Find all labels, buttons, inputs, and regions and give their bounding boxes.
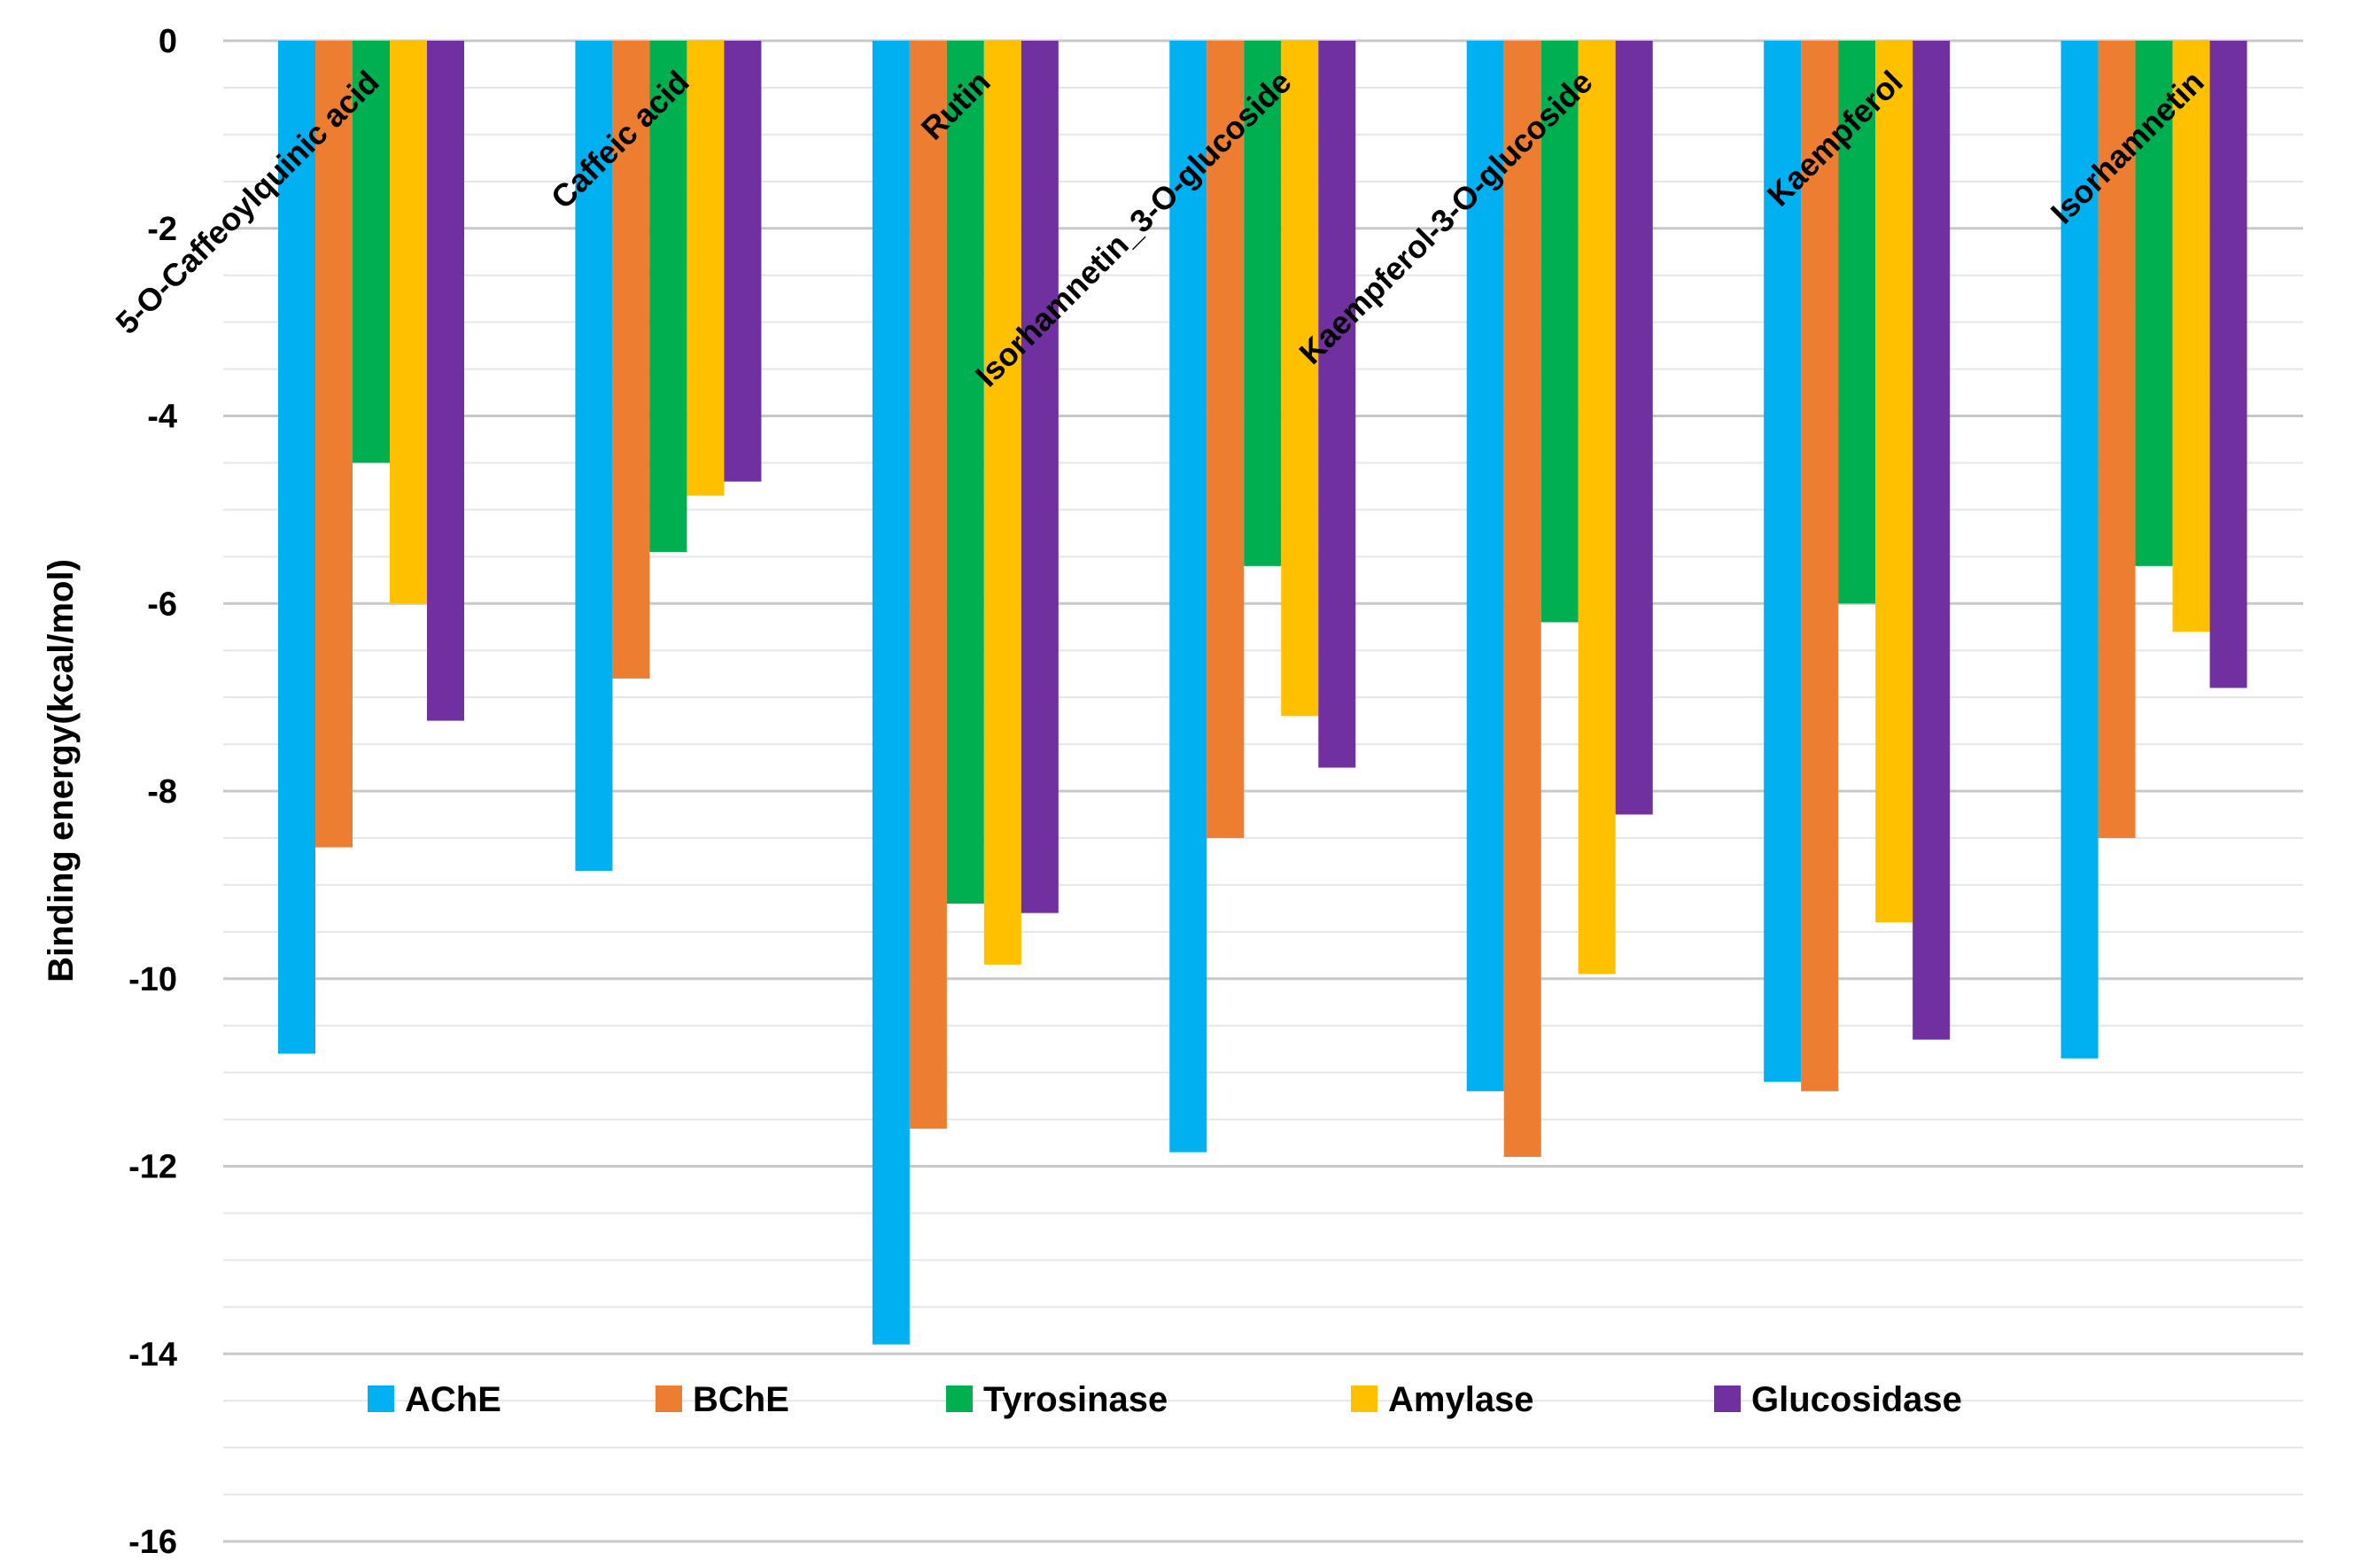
legend-swatch-tyrosinase — [946, 1386, 973, 1412]
legend-swatch-glucosidase — [1714, 1386, 1741, 1412]
bars — [278, 41, 2247, 1345]
bar-glucosidase-2 — [724, 41, 762, 482]
y-tick-label: -16 — [128, 1524, 177, 1561]
bar-amylase-1 — [390, 41, 427, 604]
bar-amylase-2 — [687, 41, 725, 496]
bar-amylase-7 — [2172, 41, 2210, 633]
bar-tyrosinase-5 — [1540, 41, 1579, 623]
bar-tyrosinase-6 — [1838, 41, 1876, 604]
bar-ache-7 — [2060, 41, 2099, 1059]
bar-amylase-5 — [1578, 41, 1616, 974]
legend: AChE BChE Tyrosinase Amylase Glucosidase — [368, 1380, 1962, 1419]
y-tick-label: -8 — [147, 773, 177, 811]
legend-label-glucosidase: Glucosidase — [1751, 1380, 1962, 1419]
legend-swatch-bche — [656, 1386, 682, 1412]
y-tick-label: -10 — [128, 961, 177, 998]
bar-glucosidase-4 — [1318, 41, 1356, 768]
bar-bche-1 — [315, 41, 353, 848]
legend-swatch-amylase — [1351, 1386, 1377, 1412]
bar-amylase-3 — [983, 41, 1021, 965]
y-tick-label: -4 — [147, 399, 177, 436]
bar-amylase-6 — [1875, 41, 1913, 923]
bar-amylase-4 — [1281, 41, 1319, 717]
bar-bche-5 — [1503, 41, 1541, 1157]
y-tick-label: -12 — [128, 1149, 177, 1186]
bar-ache-6 — [1764, 41, 1802, 1083]
legend-swatch-ache — [368, 1386, 394, 1412]
bar-ache-4 — [1169, 41, 1207, 1153]
bar-ache-1 — [278, 41, 315, 1054]
y-tick-label: -2 — [147, 211, 177, 248]
bar-bche-6 — [1801, 41, 1839, 1091]
bar-glucosidase-1 — [427, 41, 464, 721]
bar-bche-7 — [2098, 41, 2136, 838]
bar-bche-2 — [612, 41, 650, 679]
bar-glucosidase-7 — [2209, 41, 2247, 688]
bar-tyrosinase-1 — [353, 41, 390, 463]
bar-ache-3 — [872, 41, 910, 1345]
y-axis-label: Binding energy(kcal/mol) — [42, 559, 81, 982]
bar-bche-4 — [1207, 41, 1245, 838]
legend-label-tyrosinase: Tyrosinase — [983, 1380, 1168, 1419]
bar-tyrosinase-3 — [946, 41, 984, 904]
y-tick-label: -14 — [128, 1336, 177, 1373]
bar-ache-5 — [1466, 41, 1504, 1091]
bar-tyrosinase-4 — [1244, 41, 1282, 566]
y-axis-ticks: 0 -2 -4 -6 -8 -10 -12 -14 -16 — [128, 23, 177, 1561]
bar-ache-2 — [575, 41, 613, 871]
bar-glucosidase-5 — [1615, 41, 1653, 815]
bar-bche-3 — [909, 41, 947, 1129]
y-tick-label: -6 — [147, 586, 177, 623]
y-tick-label: 0 — [159, 23, 177, 60]
legend-label-amylase: Amylase — [1388, 1380, 1534, 1419]
bar-tyrosinase-2 — [649, 41, 687, 553]
legend-label-bche: BChE — [693, 1380, 789, 1419]
bar-tyrosinase-7 — [2135, 41, 2173, 566]
gridlines — [223, 39, 2303, 1543]
legend-label-ache: AChE — [405, 1380, 501, 1419]
bar-glucosidase-3 — [1020, 41, 1059, 913]
bar-glucosidase-6 — [1913, 41, 1951, 1040]
